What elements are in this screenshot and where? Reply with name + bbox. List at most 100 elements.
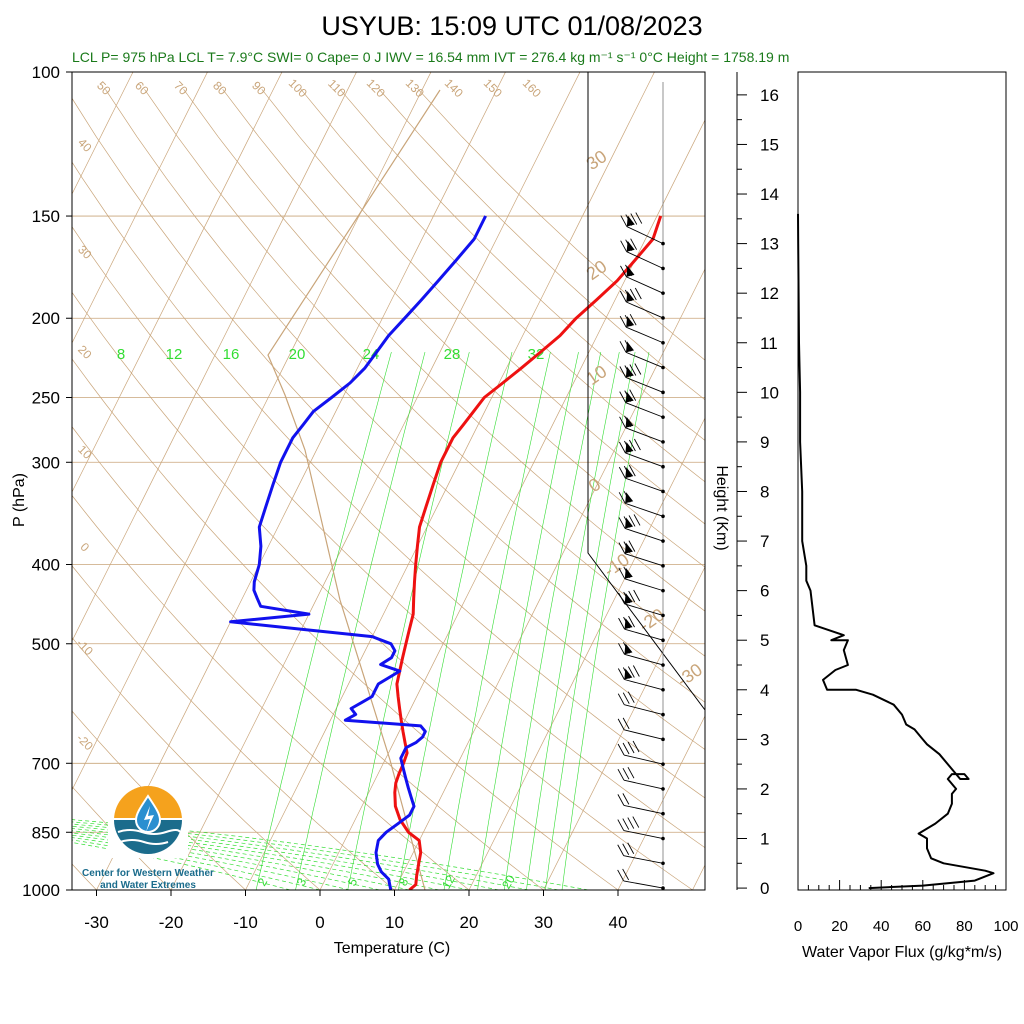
wind-barb bbox=[620, 238, 665, 271]
wind-barb bbox=[618, 589, 665, 618]
height-tick-label: 0 bbox=[760, 879, 769, 898]
height-tick-label: 12 bbox=[760, 284, 779, 303]
height-tick-label: 5 bbox=[760, 631, 769, 650]
dry-adiabat bbox=[72, 358, 619, 890]
isotherm-label: -30 bbox=[673, 659, 706, 690]
mixing-ratio-label: 28 bbox=[444, 346, 461, 363]
flux-tick-label: 80 bbox=[956, 918, 973, 935]
dry-adiabat bbox=[72, 226, 705, 849]
isotherm-label: 100 bbox=[286, 76, 310, 100]
isotherm-label: 110 bbox=[325, 76, 349, 100]
flux-profile bbox=[797, 213, 995, 890]
flux-plot-frame bbox=[797, 71, 1007, 891]
y-tick-label: 400 bbox=[32, 555, 60, 574]
isotherm-label: -10 bbox=[74, 636, 96, 658]
x-tick-label: -30 bbox=[84, 913, 109, 932]
height-tick-label: 7 bbox=[760, 532, 769, 551]
mixing-ratio-label: 20 bbox=[289, 346, 306, 363]
moist-adiabat bbox=[72, 828, 470, 890]
x-axis-title: Temperature (C) bbox=[334, 940, 450, 957]
isotherm-line bbox=[692, 864, 705, 890]
wind-barb bbox=[617, 766, 665, 791]
flux-tick-label: 100 bbox=[993, 918, 1018, 935]
isotherm-label: 140 bbox=[442, 76, 466, 100]
height-tick-label: 15 bbox=[760, 135, 779, 154]
height-axis-title: Height (Km) bbox=[713, 465, 730, 550]
mixing-ratio-line bbox=[443, 352, 551, 890]
mixing-ratio-line bbox=[545, 352, 636, 890]
info-line: LCL P= 975 hPa LCL T= 7.9°C SWI= 0 Cape=… bbox=[72, 49, 789, 65]
wind-barb bbox=[617, 842, 665, 866]
dry-adiabat bbox=[72, 291, 694, 890]
x-tick-label: 40 bbox=[609, 913, 628, 932]
mixing-ratio-line bbox=[347, 352, 470, 890]
mixing-ratio-label: 24 bbox=[363, 346, 380, 363]
moist-adiabat bbox=[72, 830, 440, 890]
isotherm-line bbox=[170, 72, 581, 890]
mixing-ratio-line bbox=[398, 352, 513, 890]
isotherm-label: 120 bbox=[364, 76, 388, 100]
isotherm-line bbox=[72, 72, 283, 493]
wind-barb bbox=[620, 264, 665, 295]
isotherm-label: 160 bbox=[520, 76, 544, 100]
wind-barb bbox=[619, 340, 665, 370]
wind-barbs bbox=[617, 82, 665, 890]
dry-adiabat bbox=[144, 89, 705, 657]
mixing-ratio-label: 12 bbox=[439, 872, 458, 891]
x-tick-label: -20 bbox=[159, 913, 184, 932]
wind-barb bbox=[619, 389, 665, 419]
dry-adiabat bbox=[72, 97, 705, 751]
height-tick-label: 14 bbox=[760, 185, 779, 204]
wind-barb bbox=[618, 615, 665, 643]
isotherm-line bbox=[72, 72, 432, 791]
wind-barb bbox=[617, 665, 665, 692]
dry-adiabat bbox=[72, 786, 172, 890]
wind-barb bbox=[617, 868, 665, 890]
skewt-background bbox=[72, 72, 705, 890]
flux-axes: 0 20 40 60 80 100 Water Vapor Flux (g/kg*m/s) bbox=[794, 880, 1019, 961]
isotherm-label: 40 bbox=[75, 135, 95, 155]
wind-barb bbox=[619, 415, 665, 444]
isotherm-label: 30 bbox=[75, 242, 95, 262]
dry-adiabat bbox=[378, 89, 705, 401]
wind-barb bbox=[618, 540, 665, 568]
y-tick-label: 300 bbox=[32, 453, 60, 472]
mixing-ratio-label: 16 bbox=[223, 346, 240, 363]
flux-tick-label: 0 bbox=[794, 918, 802, 935]
moist-adiabat bbox=[72, 819, 589, 890]
isotherm-label: 130 bbox=[403, 76, 427, 100]
x-tick-label: 0 bbox=[315, 913, 324, 932]
flux-data bbox=[797, 213, 995, 890]
dry-adiabat bbox=[339, 89, 705, 441]
isotherm-line bbox=[617, 715, 705, 890]
mixing-ratio-label: 5 bbox=[345, 875, 361, 888]
isotherm-line bbox=[394, 268, 705, 890]
isotherm-label: 90 bbox=[249, 78, 269, 98]
dry-adiabat bbox=[72, 161, 705, 799]
y-tick-label: 150 bbox=[32, 207, 60, 226]
height-tick-label: 16 bbox=[760, 86, 779, 105]
y-tick-label: 200 bbox=[32, 309, 60, 328]
height-tick-label: 8 bbox=[760, 482, 769, 501]
dry-adiabat bbox=[72, 637, 321, 890]
wind-barb bbox=[620, 212, 665, 246]
dry-adiabat bbox=[72, 565, 396, 890]
mixing-ratio-label: 20 bbox=[499, 872, 518, 891]
logo-line-1: Center for Western Weather bbox=[82, 868, 214, 879]
mixing-ratio-line bbox=[477, 352, 579, 890]
dry-adiabat bbox=[183, 89, 705, 612]
isotherm-line bbox=[96, 72, 506, 890]
wind-barb bbox=[617, 793, 665, 816]
x-tick-label: -10 bbox=[233, 913, 258, 932]
dry-adiabat bbox=[72, 426, 545, 890]
moist-adiabat bbox=[72, 821, 559, 890]
mixing-ratio-line bbox=[561, 352, 650, 890]
mixing-ratio-line bbox=[526, 352, 620, 890]
height-tick-label: 13 bbox=[760, 235, 779, 254]
wind-barb bbox=[618, 491, 665, 519]
y-tick-label: 700 bbox=[32, 754, 60, 773]
dry-adiabat bbox=[105, 89, 705, 703]
wind-barb bbox=[617, 740, 665, 766]
